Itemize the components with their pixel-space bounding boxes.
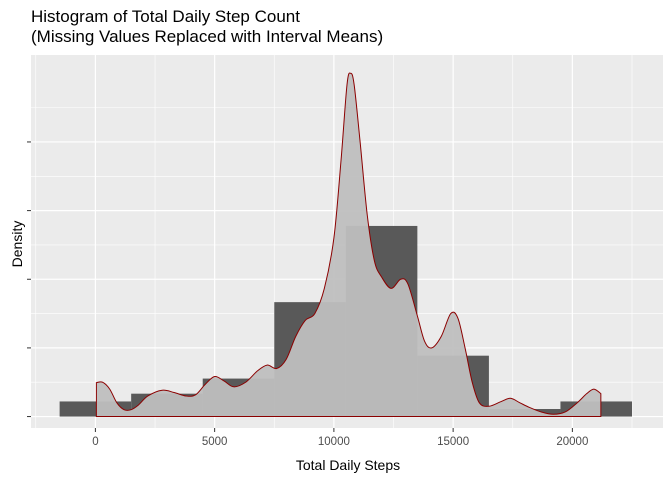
chart-title-line-2: (Missing Values Replaced with Interval M…	[31, 27, 384, 46]
x-tick-label: 5000	[202, 436, 228, 448]
x-tick-label: 10000	[318, 436, 350, 448]
x-tick-label: 0	[92, 436, 98, 448]
x-axis: 0 5000 10000 15000 20000	[92, 428, 588, 448]
x-tick-label: 15000	[437, 436, 469, 448]
x-axis-label: Total Daily Steps	[295, 457, 401, 473]
y-axis-label: Density	[9, 220, 25, 268]
y-axis	[27, 141, 31, 418]
chart-title-line-1: Histogram of Total Daily Step Count	[31, 7, 300, 26]
x-tick-label: 20000	[556, 436, 588, 448]
density-curve-line	[95, 72, 602, 418]
density-area	[96, 73, 601, 417]
